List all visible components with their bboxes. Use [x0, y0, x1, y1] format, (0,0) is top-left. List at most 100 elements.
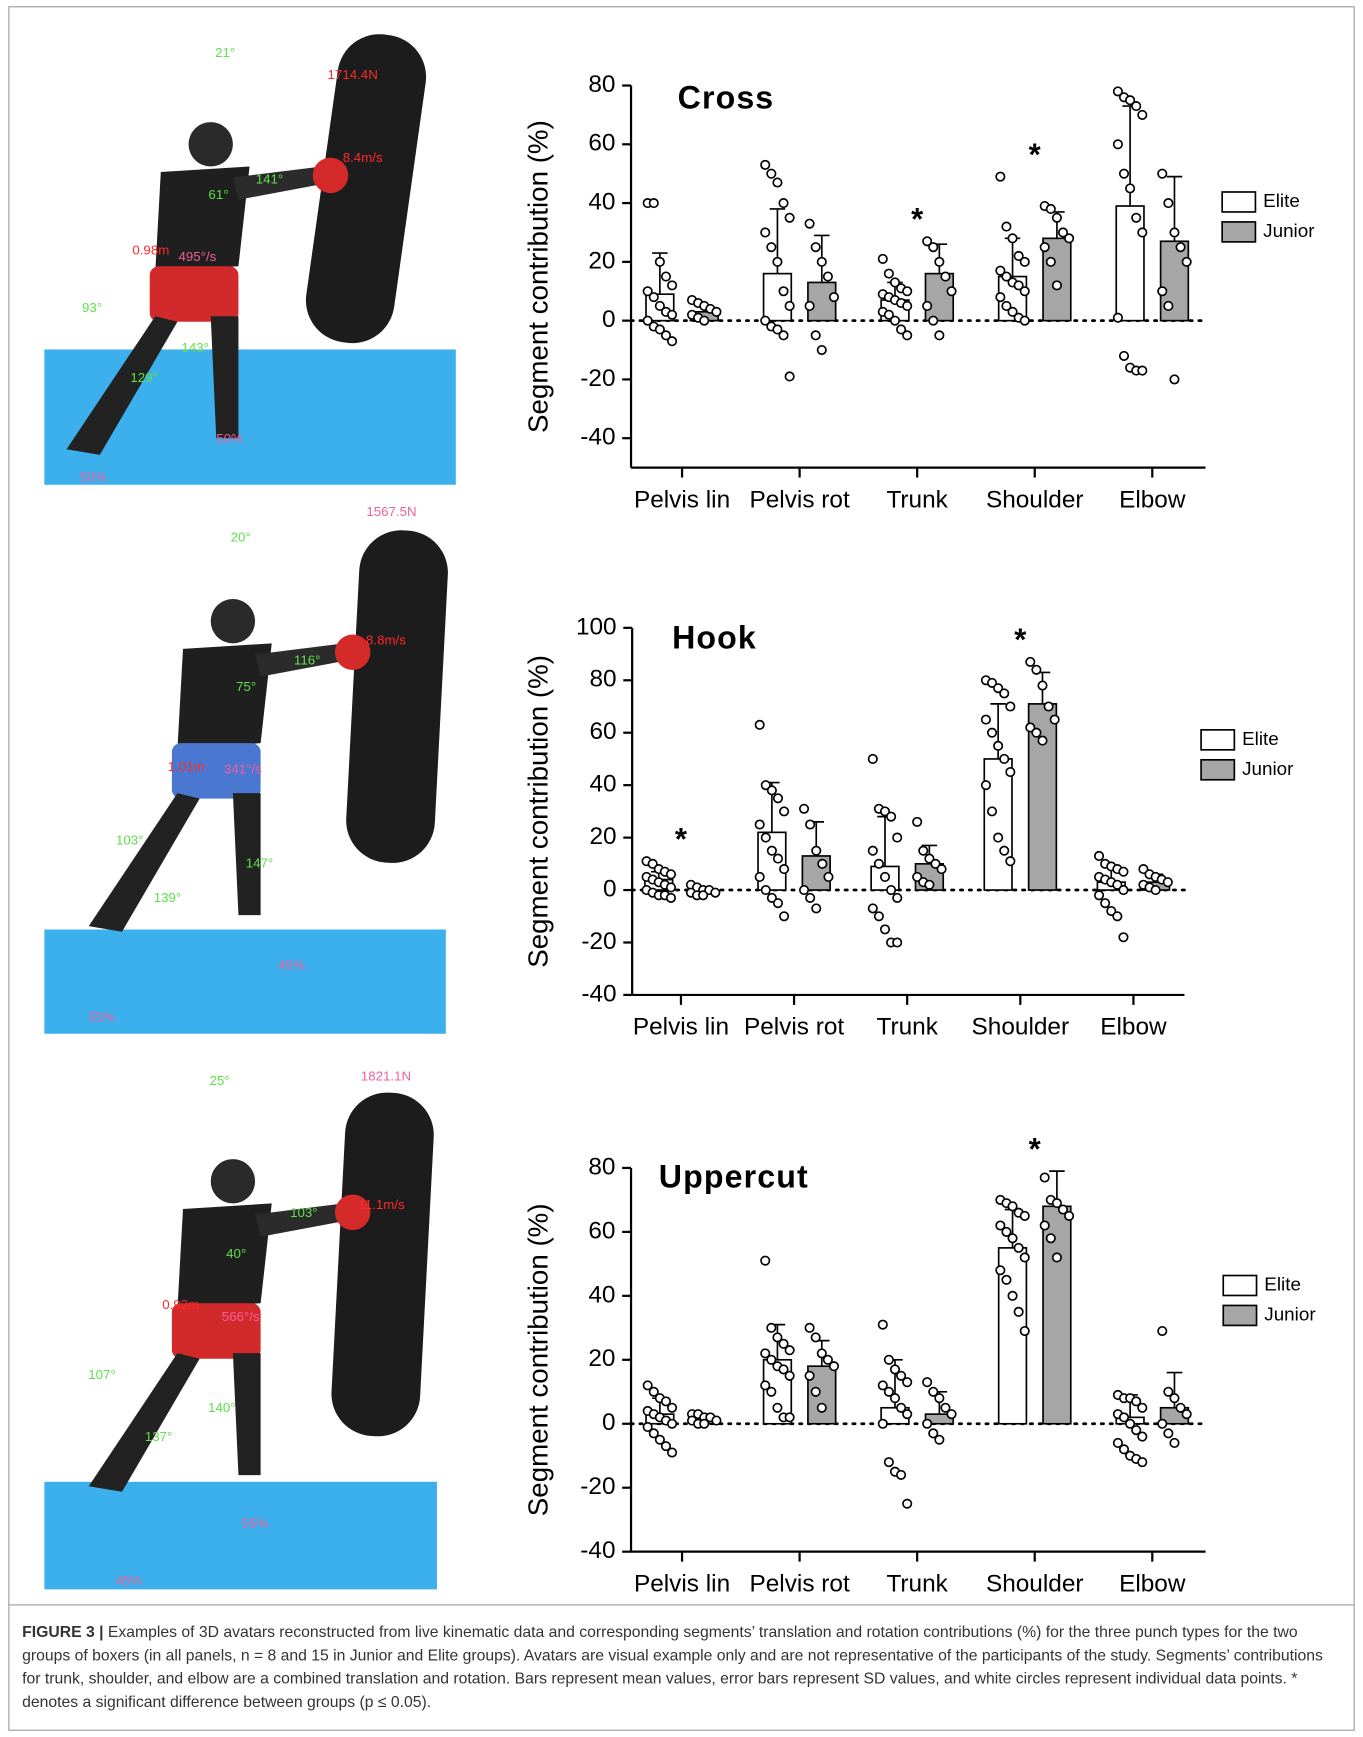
data-point — [1051, 1252, 1062, 1263]
data-point — [779, 806, 790, 817]
data-point — [1169, 227, 1180, 238]
data-point — [1057, 227, 1069, 238]
boxer-front-leg — [210, 316, 239, 439]
data-point — [1007, 1233, 1018, 1244]
avatar-label: 0.98m — [132, 242, 169, 257]
data-point — [1150, 885, 1161, 896]
data-point — [867, 845, 878, 856]
data-point — [804, 1322, 815, 1333]
data-point — [772, 793, 784, 804]
data-point — [1131, 212, 1142, 223]
boxer-back-leg — [66, 316, 178, 455]
legend-swatch — [1222, 1274, 1258, 1297]
data-point — [772, 853, 784, 864]
data-point — [879, 924, 891, 935]
data-point — [1049, 714, 1060, 725]
data-point — [766, 892, 777, 903]
data-point — [648, 1428, 659, 1439]
data-point — [1019, 1325, 1030, 1337]
data-point — [995, 292, 1006, 303]
caption: FIGURE 3 | Examples of 3D avatars recons… — [22, 1622, 1344, 1715]
data-point — [889, 1393, 901, 1404]
legend-label: Junior — [1242, 758, 1293, 779]
data-point — [986, 727, 998, 738]
y-tick-label: 40 — [588, 1281, 615, 1308]
boxer-head — [188, 122, 233, 167]
boxer-back-leg — [88, 793, 200, 932]
data-point — [667, 280, 678, 291]
data-point — [654, 256, 665, 267]
data-point — [784, 1370, 795, 1381]
data-point — [810, 1386, 821, 1397]
data-point — [892, 937, 903, 948]
data-point — [1019, 315, 1030, 326]
avatar-label: 11.1m/s — [358, 1197, 405, 1212]
data-point — [754, 819, 765, 830]
data-point — [928, 1386, 939, 1397]
boxer-arm — [232, 166, 328, 200]
bar — [924, 272, 955, 322]
data-point — [1039, 1220, 1050, 1231]
avatar-label: 20° — [231, 530, 251, 545]
data-point — [995, 1220, 1006, 1231]
data-point — [980, 714, 991, 725]
x-tick-label: Pelvis lin — [634, 1570, 730, 1597]
y-tick-label: -40 — [580, 1537, 615, 1564]
data-point — [934, 1434, 945, 1445]
data-point — [1043, 701, 1054, 712]
data-point — [1112, 139, 1123, 150]
data-point — [1025, 722, 1036, 733]
data-point — [1138, 864, 1149, 875]
legend-label: Junior — [1263, 220, 1314, 241]
data-point — [810, 330, 821, 341]
data-point — [1019, 1252, 1030, 1263]
data-point — [1163, 1386, 1174, 1397]
data-point — [922, 236, 933, 247]
avatar-label: 1714.4N — [328, 67, 378, 82]
data-point — [940, 271, 951, 282]
data-point — [1118, 885, 1129, 896]
y-tick-label: 20 — [589, 823, 616, 850]
data-point — [1001, 300, 1012, 311]
data-point — [667, 1447, 678, 1458]
y-tick-label: 40 — [588, 189, 615, 216]
data-point — [699, 315, 710, 326]
data-point — [879, 871, 891, 882]
data-point — [1001, 271, 1012, 282]
data-point — [1112, 86, 1123, 97]
data-point — [816, 1402, 827, 1413]
data-point — [1137, 1402, 1148, 1413]
data-point — [667, 1418, 678, 1429]
data-point — [642, 1421, 653, 1432]
avatar-label: 143° — [181, 340, 209, 355]
data-point — [930, 858, 941, 869]
data-point — [1131, 101, 1142, 112]
data-point — [779, 911, 790, 922]
bar — [762, 272, 793, 322]
data-point — [877, 1319, 888, 1330]
y-tick-label: 0 — [603, 875, 617, 902]
floor — [44, 1481, 437, 1590]
data-point — [1013, 1306, 1024, 1317]
y-tick-label: 60 — [588, 1217, 615, 1244]
data-point — [1131, 1396, 1142, 1407]
data-point — [1157, 1418, 1168, 1429]
boxer-torso — [177, 643, 272, 749]
legend-swatch — [1200, 758, 1236, 781]
data-point — [1157, 1325, 1168, 1337]
chart-title: Hook — [672, 620, 757, 656]
data-point — [766, 785, 777, 796]
data-point — [1045, 1233, 1056, 1244]
data-point — [654, 1434, 665, 1445]
data-point — [980, 780, 991, 791]
data-point — [1131, 1425, 1142, 1436]
data-point — [889, 277, 901, 288]
data-point — [1163, 300, 1174, 311]
data-point — [877, 1380, 888, 1391]
avatar-label: 93° — [82, 300, 102, 315]
avatar-label: 50% — [80, 470, 107, 485]
y-axis-label: Segment contribution (%) — [522, 1203, 553, 1516]
data-point — [1118, 866, 1129, 877]
data-point — [918, 845, 929, 856]
avatar-label: 8.8m/s — [366, 633, 406, 648]
